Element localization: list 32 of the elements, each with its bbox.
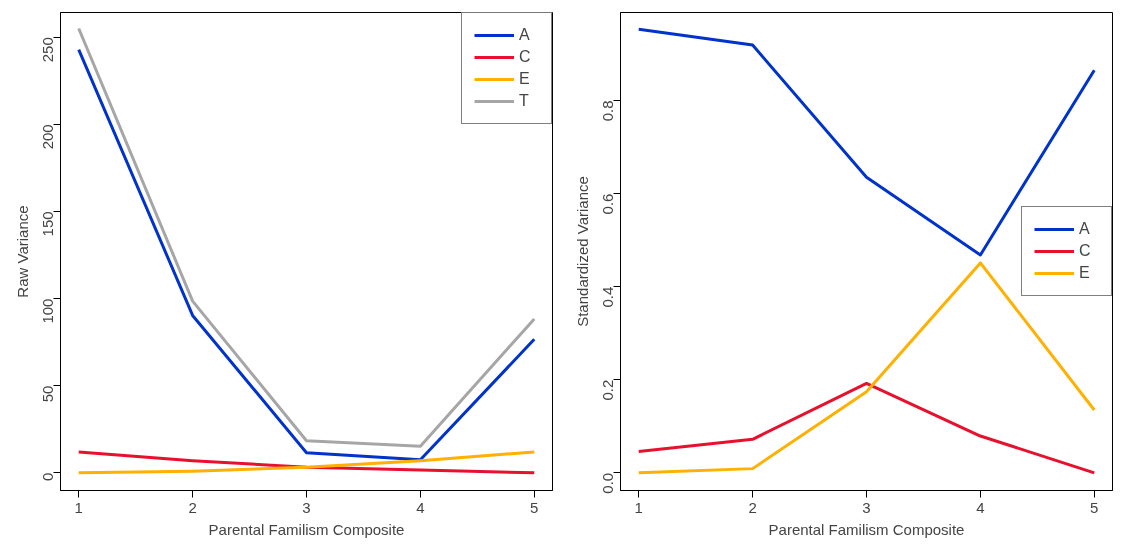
legend-label: E — [1079, 264, 1091, 282]
legend-label: C — [1079, 242, 1092, 260]
y-axis-title: Standardized Variance — [573, 176, 591, 327]
x-tick-label: 2 — [748, 498, 757, 516]
legend-label: C — [519, 48, 532, 66]
y-tick-label: 100 — [39, 298, 57, 324]
x-tick-label: 5 — [1090, 498, 1099, 516]
x-tick-label: 1 — [74, 498, 83, 516]
y-tick-label: 0.0 — [599, 472, 617, 494]
x-tick-label: 5 — [530, 498, 539, 516]
x-axis-title: Parental Familism Composite — [768, 520, 965, 538]
x-tick-label: 3 — [862, 498, 871, 516]
legend-label: A — [519, 26, 531, 44]
x-tick-label: 1 — [634, 498, 643, 516]
x-tick-label: 2 — [188, 498, 197, 516]
y-tick-label: 0 — [39, 472, 57, 482]
legend-label: E — [519, 70, 531, 88]
x-tick-label: 4 — [416, 498, 425, 516]
y-tick-label: 150 — [39, 211, 57, 237]
y-axis-title: Raw Variance — [13, 205, 31, 298]
y-tick-label: 0.8 — [599, 100, 617, 122]
y-tick-label: 0.4 — [599, 286, 617, 308]
y-tick-label: 200 — [39, 124, 57, 150]
legend-label: A — [1079, 220, 1091, 238]
x-tick-label: 3 — [302, 498, 311, 516]
x-tick-label: 4 — [976, 498, 985, 516]
y-tick-label: 250 — [39, 37, 57, 63]
x-axis-title: Parental Familism Composite — [208, 520, 405, 538]
y-tick-label: 50 — [39, 385, 57, 403]
y-tick-label: 0.2 — [599, 379, 617, 401]
legend-label: T — [519, 92, 530, 110]
y-tick-label: 0.6 — [599, 193, 617, 215]
